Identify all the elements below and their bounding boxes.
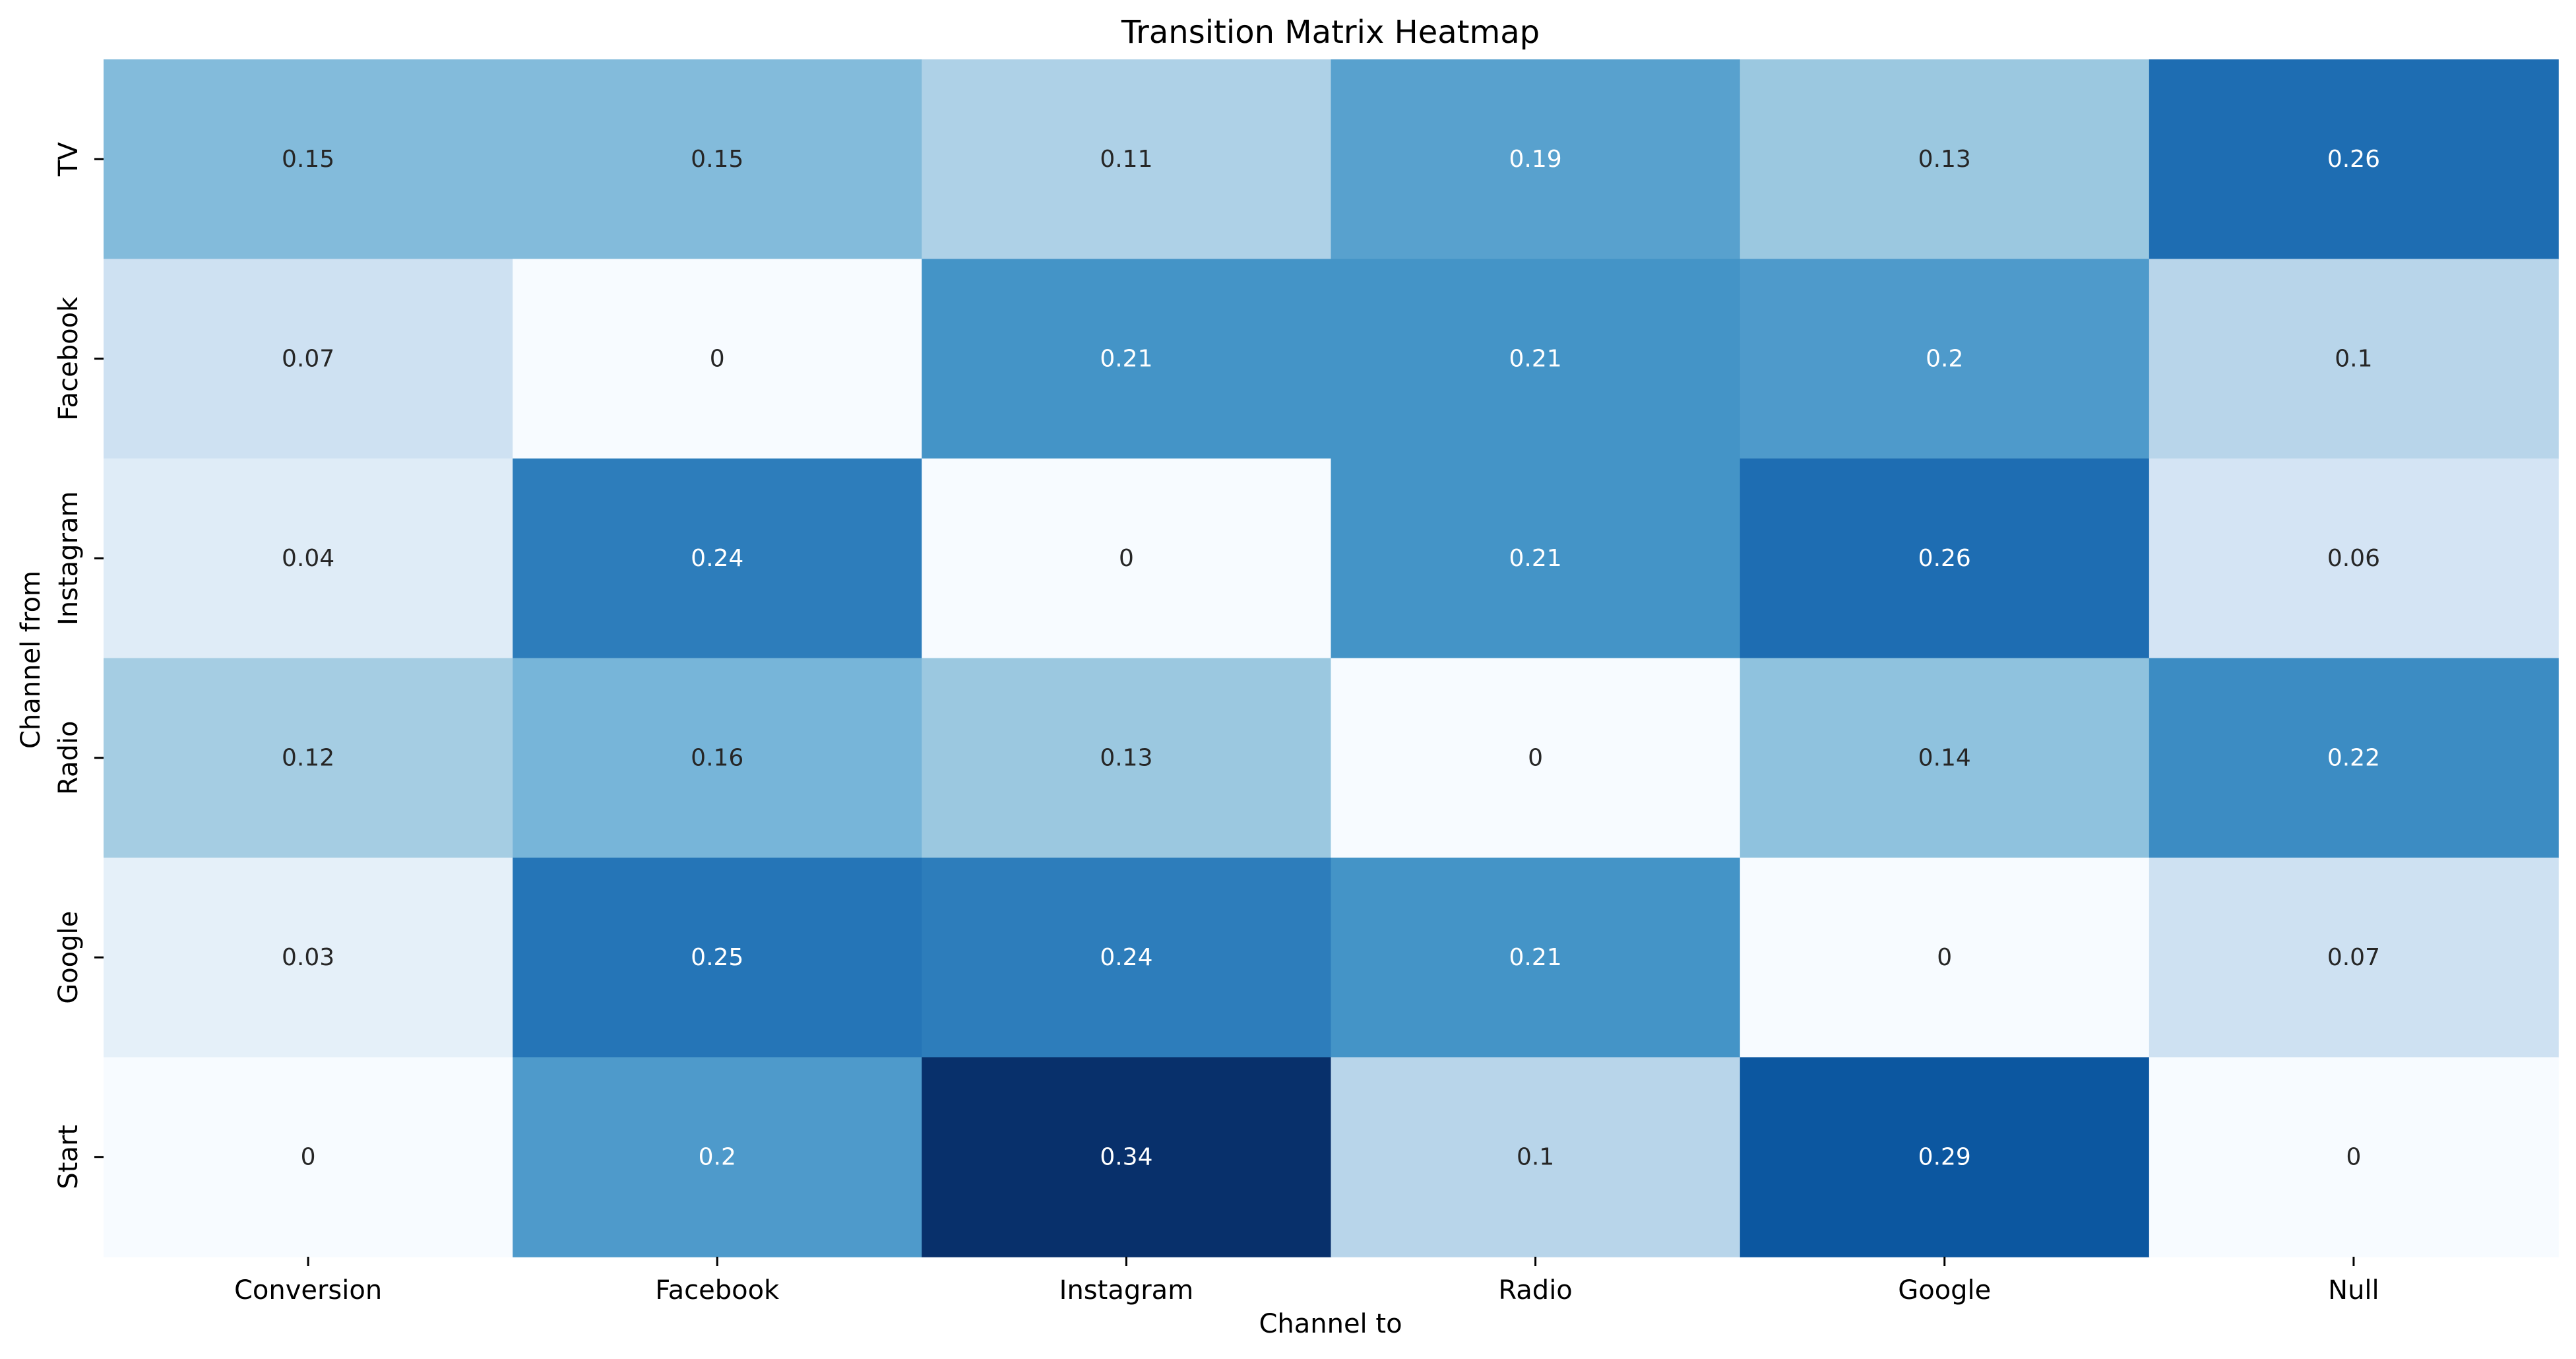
cell-value-label: 0.06 <box>2327 545 2380 572</box>
cell-value-label: 0 <box>710 345 725 372</box>
heatmap-cell <box>1740 858 2150 1058</box>
cell-value-label: 0 <box>1528 744 1543 771</box>
cell-value-label: 0.34 <box>1100 1143 1152 1170</box>
x-tick-label: Radio <box>1498 1275 1572 1306</box>
heatmap-cell <box>922 858 1332 1058</box>
y-axis: TV Facebook Instagram Radio Google Start <box>53 142 104 1189</box>
heatmap-cell <box>1331 59 1741 260</box>
heatmap-cell <box>513 1057 923 1257</box>
heatmap-cell <box>922 658 1332 858</box>
cell-value-label: 0 <box>2346 1143 2361 1170</box>
cell-value-label: 0.07 <box>2327 944 2380 971</box>
chart-title: Transition Matrix Heatmap <box>1121 14 1540 51</box>
heatmap-cell <box>104 458 513 659</box>
cell-value-label: 0.2 <box>1926 345 1963 372</box>
cell-value-label: 0.24 <box>691 545 743 572</box>
cell-value-label: 0.12 <box>282 744 334 771</box>
heatmap-cell <box>104 1057 513 1257</box>
heatmap-cell <box>513 59 923 260</box>
heatmap-cell <box>104 658 513 858</box>
cell-value-label: 0.21 <box>1509 944 1562 971</box>
heatmap-cell <box>1331 658 1741 858</box>
y-tick-label: Facebook <box>53 296 84 421</box>
cell-value-label: 0.1 <box>2335 345 2372 372</box>
cell-value-label: 0.25 <box>691 944 743 971</box>
heatmap-cell <box>1740 259 2150 459</box>
x-tick-label: Instagram <box>1059 1275 1194 1306</box>
heatmap-cell <box>513 259 923 459</box>
cell-value-label: 0.15 <box>282 146 334 173</box>
x-tick-label: Google <box>1898 1275 1991 1306</box>
cell-value-label: 0.07 <box>282 345 334 372</box>
x-tick-label: Conversion <box>234 1275 382 1306</box>
heatmap-cell <box>104 858 513 1058</box>
cell-value-label: 0.29 <box>1918 1143 1971 1170</box>
y-tick-label: Start <box>53 1125 84 1189</box>
cell-value-label: 0.11 <box>1100 146 1152 173</box>
cell-value-label: 0.26 <box>2327 146 2380 173</box>
cell-value-label: 0.13 <box>1100 744 1152 771</box>
heatmap-cell <box>2149 59 2559 260</box>
cell-value-label: 0.21 <box>1509 545 1562 572</box>
heatmap-cell <box>922 59 1332 260</box>
heatmap-cell <box>1331 1057 1741 1257</box>
heatmap-cell <box>513 858 923 1058</box>
heatmap-cell <box>1740 658 2150 858</box>
heatmap-cell <box>2149 259 2559 459</box>
cell-value-label: 0.16 <box>691 744 743 771</box>
y-tick-label: TV <box>53 142 84 177</box>
x-axis-label: Channel to <box>1259 1309 1402 1339</box>
cell-value-label: 0 <box>1937 944 1952 971</box>
heatmap-cell <box>104 259 513 459</box>
heatmap-cell <box>2149 858 2559 1058</box>
heatmap-cell <box>513 458 923 659</box>
heatmap-cell <box>1331 458 1741 659</box>
cell-value-label: 0.04 <box>282 545 334 572</box>
cell-value-label: 0.2 <box>699 1143 736 1170</box>
heatmap-cell <box>2149 458 2559 659</box>
heatmap-cell <box>922 1057 1332 1257</box>
heatmap-cell <box>922 259 1332 459</box>
heatmap-cell <box>104 59 513 260</box>
heatmap-cell <box>2149 1057 2559 1257</box>
x-tick-label: Facebook <box>655 1275 780 1306</box>
y-tick-label: Radio <box>53 721 84 795</box>
y-tick-label: Instagram <box>53 491 84 626</box>
cell-value-label: 0.24 <box>1100 944 1152 971</box>
heatmap-cell <box>1331 259 1741 459</box>
heatmap-cells: 0.15 0.15 0.11 0.19 0.13 0.26 0.07 0 0.21 0.21 0.2… <box>104 59 2559 1257</box>
cell-value-label: 0.03 <box>282 944 334 971</box>
cell-value-label: 0.22 <box>2327 744 2380 771</box>
heatmap-cell <box>1740 458 2150 659</box>
x-axis: Conversion Facebook Instagram Radio Google Nu… <box>234 1257 2379 1306</box>
heatmap-cell <box>1740 59 2150 260</box>
cell-value-label: 0.14 <box>1918 744 1971 771</box>
cell-value-label: 0 <box>301 1143 316 1170</box>
x-tick-label: Null <box>2328 1275 2379 1306</box>
cell-value-label: 0.26 <box>1918 545 1971 572</box>
cell-value-label: 0.15 <box>691 146 743 173</box>
y-tick-label: Google <box>53 911 84 1004</box>
heatmap-cell <box>1331 858 1741 1058</box>
y-axis-label: Channel from <box>16 571 46 749</box>
cell-value-label: 0.21 <box>1509 345 1562 372</box>
heatmap-cell <box>922 458 1332 659</box>
heatmap-cell <box>513 658 923 858</box>
cell-value-label: 0.19 <box>1509 146 1562 173</box>
heatmap-cell <box>1740 1057 2150 1257</box>
cell-value-label: 0.21 <box>1100 345 1152 372</box>
cell-value-label: 0 <box>1119 545 1134 572</box>
cell-value-label: 0.1 <box>1517 1143 1554 1170</box>
heatmap-cell <box>2149 658 2559 858</box>
cell-value-label: 0.13 <box>1918 146 1971 173</box>
